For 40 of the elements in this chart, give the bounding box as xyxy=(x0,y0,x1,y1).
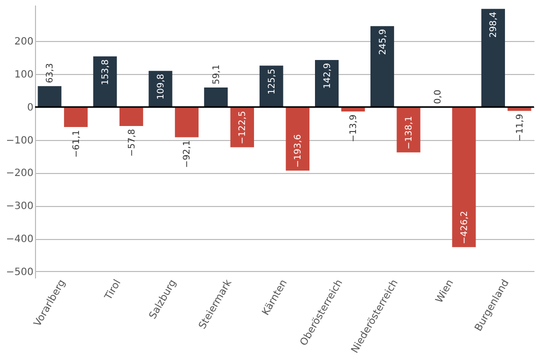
bar xyxy=(370,26,394,107)
data-label: 245,9 xyxy=(378,28,388,55)
y-tick-label: −400 xyxy=(6,234,34,246)
bar xyxy=(452,106,476,248)
data-label: −193,6 xyxy=(294,134,304,168)
data-label: 298,4 xyxy=(489,12,500,38)
data-label: 142,9 xyxy=(322,62,333,89)
data-label: −11,9 xyxy=(515,114,526,142)
bar xyxy=(204,88,228,107)
data-label: 125,5 xyxy=(267,68,278,94)
bar xyxy=(260,66,284,107)
data-label: −57,8 xyxy=(127,128,138,157)
data-label: −138,1 xyxy=(404,116,415,150)
bar xyxy=(314,60,339,107)
bar xyxy=(119,106,144,126)
bar xyxy=(64,106,88,128)
bar xyxy=(93,56,117,107)
bar xyxy=(481,8,505,107)
data-label: 63,3 xyxy=(46,63,56,84)
y-tick-label: 200 xyxy=(14,36,34,48)
data-label: −122,5 xyxy=(238,110,248,144)
y-tick-label: 0 xyxy=(27,102,34,114)
data-label: 153,8 xyxy=(101,59,112,86)
data-label: −426,2 xyxy=(460,210,470,244)
y-tick-label: −300 xyxy=(6,201,34,212)
data-label: −61,1 xyxy=(72,130,82,158)
bar xyxy=(396,106,420,152)
y-tick-label: −200 xyxy=(6,168,34,180)
bar xyxy=(230,106,254,148)
data-label: −92,1 xyxy=(182,140,193,168)
data-label: 0,0 xyxy=(434,89,444,104)
y-tick-label: 100 xyxy=(14,70,34,81)
y-tick-label: −100 xyxy=(6,135,34,146)
y-tick-label: −500 xyxy=(6,266,34,278)
bar xyxy=(38,86,62,107)
bar xyxy=(286,106,310,171)
bar xyxy=(174,106,199,138)
data-label: 59,1 xyxy=(212,64,222,85)
data-label: 109,8 xyxy=(156,74,166,100)
data-label: −13,9 xyxy=(349,114,360,142)
